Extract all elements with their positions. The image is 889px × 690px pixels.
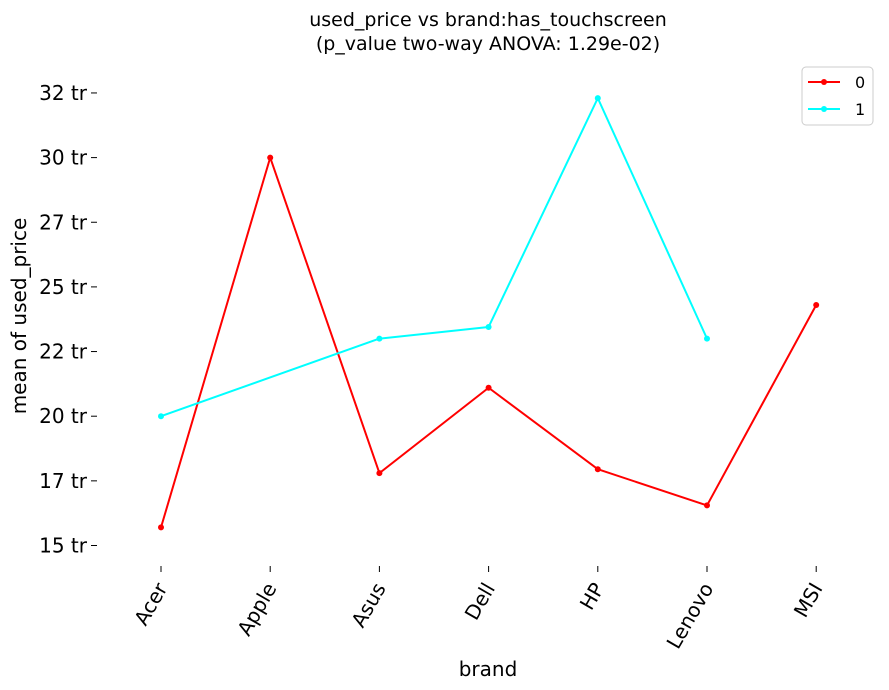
x-tick-label: Asus [346,579,390,632]
y-tick-label: 32 tr [39,81,88,105]
plot-area [158,95,820,531]
y-tick-label: 20 tr [39,404,88,428]
legend-marker [821,106,827,112]
x-axis-label: brand [459,657,518,681]
y-tick-label: 27 tr [39,210,88,234]
series-0 [158,154,820,531]
data-point [704,502,710,509]
data-point [158,413,164,420]
series-line [160,156,818,528]
legend-label: 1 [855,100,865,119]
legend-item: 0 [808,73,865,92]
legend-marker [821,79,827,85]
legend: 01 [801,66,874,126]
y-tick-label: 25 tr [39,275,88,299]
y-axis: 15 tr 17 tr 20 tr 22 tr 25 tr 27 tr 30 tr 32 tr [39,81,97,558]
y-tick-label: 30 tr [39,146,88,170]
data-point [376,470,383,477]
legend-label: 0 [855,73,865,92]
y-axis-label: mean of used_price [7,218,31,415]
x-tick-label: Dell [460,579,500,625]
data-point [594,95,601,102]
y-tick-label: 15 tr [39,534,88,558]
data-point [267,154,274,161]
series-line [160,97,708,418]
data-point [704,335,710,342]
chart-subtitle: (p_value two-way ANOVA: 1.29e-02) [316,33,660,55]
chart-title: used_price vs brand:has_touchscreen [309,9,667,31]
data-point [485,384,492,391]
data-point [485,323,492,330]
x-tick-label: HP [575,579,609,614]
legend-item: 1 [808,100,865,119]
x-axis: Acer Apple Asus Dell HP Lenovo MSI [129,566,828,653]
x-tick-label: Apple [232,579,281,640]
data-point [594,466,601,473]
x-tick-label: MSI [789,579,828,622]
y-tick-label: 22 tr [39,340,88,364]
y-tick-label: 17 tr [39,469,88,493]
data-point [376,335,383,342]
x-tick-label: Lenovo [661,579,718,653]
data-point [813,302,820,309]
x-tick-label: Acer [129,578,173,630]
series-1 [158,95,710,420]
data-point [158,524,164,531]
